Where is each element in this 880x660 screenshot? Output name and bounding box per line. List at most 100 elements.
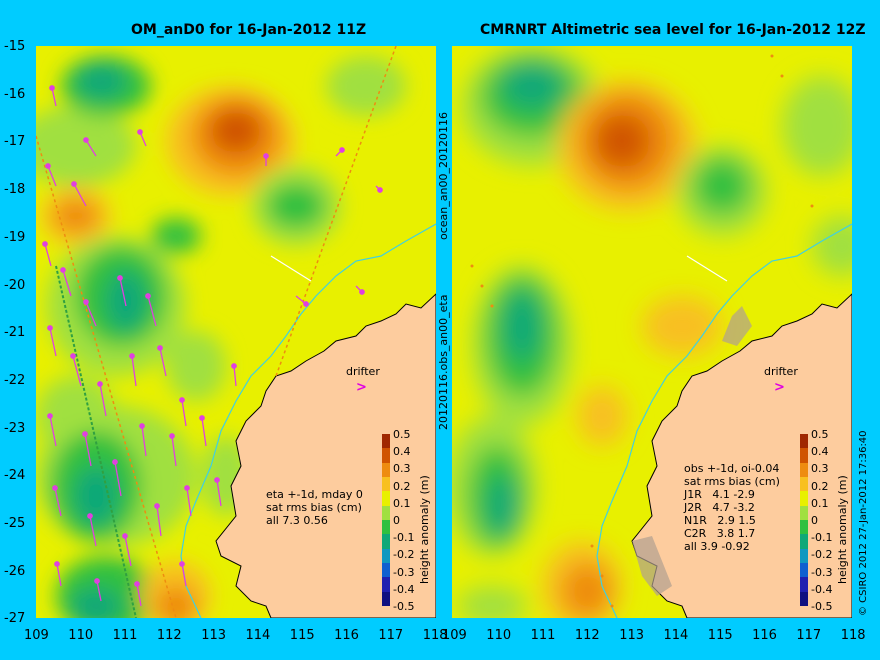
velocity-arrow-head bbox=[154, 503, 160, 509]
right-drifter-marker: > bbox=[774, 380, 785, 395]
colorbar-label: 0.2 bbox=[811, 479, 829, 493]
colorbar-label: 0 bbox=[811, 514, 818, 527]
colorbar-title: height anomaly (m) bbox=[836, 475, 849, 584]
velocity-arrow-head bbox=[137, 129, 143, 135]
velocity-arrow-head bbox=[169, 433, 175, 439]
x-tick-label: 115 bbox=[707, 628, 733, 643]
velocity-arrow-head bbox=[179, 561, 185, 567]
velocity-arrow-head bbox=[71, 181, 77, 187]
y-tick-label: -25 bbox=[4, 516, 26, 531]
velocity-arrow-head bbox=[47, 325, 53, 331]
colorbar-label: -0.1 bbox=[811, 531, 833, 545]
colorbar-swatch bbox=[382, 434, 390, 449]
colorbar-swatch bbox=[800, 505, 808, 521]
colorbar-label: 0.4 bbox=[811, 445, 829, 459]
colorbar-swatch bbox=[382, 591, 390, 607]
colorbar-swatch bbox=[800, 548, 808, 564]
colorbar-swatch bbox=[382, 462, 390, 478]
colorbar-swatch bbox=[382, 534, 390, 550]
x-tick-label: 113 bbox=[619, 628, 645, 643]
x-tick-label: 109 bbox=[442, 628, 467, 643]
colorbar-label: -0.3 bbox=[393, 565, 415, 579]
velocity-arrow bbox=[147, 295, 157, 327]
y-tick-label: -27 bbox=[4, 611, 26, 627]
velocity-arrow-head bbox=[52, 485, 58, 491]
colorbar-label: 0.5 bbox=[811, 428, 829, 441]
x-tick-label: 113 bbox=[201, 628, 227, 643]
velocity-arrow bbox=[84, 433, 92, 467]
left-velocity-arrows bbox=[42, 85, 383, 607]
velocity-arrow bbox=[181, 563, 187, 587]
velocity-arrow-head bbox=[70, 353, 76, 359]
velocity-arrow-head bbox=[49, 85, 55, 91]
colorbar-swatch bbox=[382, 563, 390, 578]
colorbar-label: 0.5 bbox=[393, 428, 411, 441]
x-tick-label: 117 bbox=[796, 628, 822, 643]
left-drifter-marker: > bbox=[356, 380, 367, 395]
left-sat-track-3 bbox=[275, 46, 397, 377]
colorbar-label: 0.3 bbox=[393, 462, 411, 476]
y-tick-label: -18 bbox=[4, 182, 26, 198]
x-tick-label: 118 bbox=[422, 628, 448, 643]
velocity-arrow-head bbox=[122, 533, 128, 539]
velocity-arrow bbox=[114, 461, 122, 497]
velocity-arrow-head bbox=[231, 363, 237, 369]
colorbar-swatch bbox=[800, 491, 808, 507]
colorbar-swatch bbox=[382, 448, 390, 464]
colorbar-label: -0.5 bbox=[811, 600, 833, 613]
velocity-arrow-head bbox=[83, 137, 89, 143]
x-tick-label: 114 bbox=[663, 628, 689, 643]
colorbar-label: -0.1 bbox=[393, 531, 415, 545]
velocity-arrow bbox=[186, 487, 192, 517]
velocity-arrow bbox=[99, 383, 107, 417]
x-tick-label: 118 bbox=[840, 628, 866, 643]
right-map-panel bbox=[452, 46, 852, 618]
y-tick-label: -21 bbox=[4, 325, 26, 341]
middle-label-bottom: 20120116.obs_an00_eta bbox=[437, 294, 450, 430]
colorbar-swatch bbox=[800, 434, 808, 449]
right-drifter-label: drifter bbox=[764, 365, 798, 378]
velocity-arrow bbox=[233, 365, 237, 387]
velocity-arrow bbox=[216, 479, 222, 507]
x-tick-label: 117 bbox=[378, 628, 404, 643]
velocity-arrow-head bbox=[179, 397, 185, 403]
velocity-arrow bbox=[201, 417, 207, 447]
velocity-arrow bbox=[136, 583, 142, 607]
colorbar-label: 0.2 bbox=[393, 479, 411, 493]
x-tick-label: 110 bbox=[68, 628, 94, 643]
colorbar-label: 0.4 bbox=[393, 445, 411, 459]
velocity-arrow-head bbox=[139, 423, 145, 429]
velocity-arrow-head bbox=[199, 415, 205, 421]
colorbar-label: -0.2 bbox=[811, 548, 833, 562]
left-annotation: eta +-1d, mday 0 sat rms bias (cm) all 7… bbox=[266, 488, 363, 527]
right-panel-title: CMRNRT Altimetric sea level for 16-Jan-2… bbox=[480, 22, 866, 38]
middle-label-top: ocean_an00_20120116 bbox=[437, 112, 450, 240]
velocity-arrow bbox=[49, 327, 57, 357]
colorbar-swatch bbox=[382, 548, 390, 564]
velocity-arrow bbox=[47, 165, 57, 187]
colorbar-label: -0.2 bbox=[393, 548, 415, 562]
velocity-arrow bbox=[96, 580, 102, 602]
velocity-arrow bbox=[51, 87, 57, 107]
velocity-arrow bbox=[85, 139, 97, 157]
x-tick-label: 114 bbox=[245, 628, 271, 643]
left-isobath bbox=[180, 223, 436, 618]
y-tick-label: -23 bbox=[4, 420, 26, 436]
velocity-arrow-head bbox=[87, 513, 93, 519]
colorbar-swatch bbox=[382, 491, 390, 507]
y-tick-label: -16 bbox=[4, 86, 26, 102]
x-tick-label: 111 bbox=[530, 628, 556, 643]
left-map-panel bbox=[36, 46, 436, 618]
velocity-arrow-head bbox=[47, 413, 53, 419]
velocity-arrow-head bbox=[97, 381, 103, 387]
colorbar-swatch bbox=[800, 462, 808, 478]
colorbar-swatch bbox=[800, 563, 808, 578]
colorbar-swatch bbox=[800, 520, 808, 535]
velocity-arrow-head bbox=[42, 241, 48, 247]
right-white-line bbox=[686, 255, 728, 282]
x-tick-label: 116 bbox=[334, 628, 359, 643]
x-tick-label: 112 bbox=[574, 628, 600, 643]
velocity-arrow bbox=[131, 355, 137, 387]
colorbar-swatch bbox=[800, 477, 808, 492]
velocity-arrow bbox=[73, 183, 87, 207]
